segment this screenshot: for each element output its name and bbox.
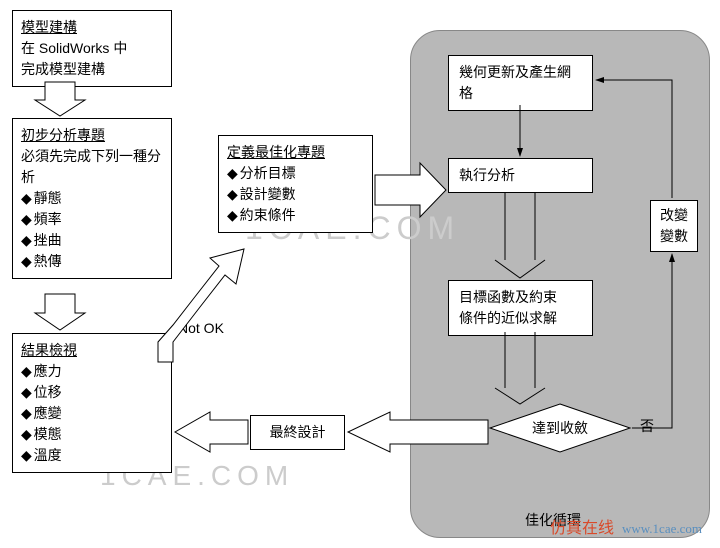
node-geometry-update: 幾何更新及產生網格	[448, 55, 593, 111]
footer-text: 仿真在线	[550, 520, 614, 537]
node-final-design: 最終設計	[250, 415, 345, 450]
node-define-b1: 分析目標	[227, 163, 364, 184]
node-define-b3: 約束條件	[227, 205, 364, 226]
label-no: 否	[640, 416, 654, 436]
node-objective: 目標函數及約束 條件的近似求解	[448, 280, 593, 336]
node-initial-title: 初步分析專題	[21, 125, 163, 146]
node-objective-l1: 目標函數及約束	[459, 287, 582, 308]
node-results-b2: 位移	[21, 382, 163, 403]
label-ok: OK	[180, 424, 200, 440]
node-results-b4: 模態	[21, 424, 163, 445]
node-run-analysis: 執行分析	[448, 158, 593, 193]
node-model-title: 模型建構	[21, 17, 163, 38]
arrow-model-to-initial	[35, 82, 85, 116]
node-initial-b1: 靜態	[21, 188, 163, 209]
node-define-title: 定義最佳化專題	[227, 142, 364, 163]
node-objective-l2: 條件的近似求解	[459, 308, 582, 329]
node-results-b3: 應變	[21, 403, 163, 424]
node-define-optimization: 定義最佳化專題 分析目標 設計變數 約束條件	[218, 135, 373, 233]
node-initial-pre: 必須先完成下列一種分析	[21, 146, 163, 188]
node-results: 結果檢視 應力 位移 應變 模態 溫度	[12, 333, 172, 473]
node-results-b5: 溫度	[21, 445, 163, 466]
footer-branding: 仿真在线 www.1cae.com	[550, 514, 702, 538]
node-define-b2: 設計變數	[227, 184, 364, 205]
node-model-build: 模型建構 在 SolidWorks 中 完成模型建構	[12, 10, 172, 87]
node-results-title: 結果檢視	[21, 340, 163, 361]
footer-link[interactable]: www.1cae.com	[622, 521, 702, 536]
node-model-line1: 在 SolidWorks 中	[21, 38, 163, 59]
node-change-label: 改變變數	[657, 205, 691, 247]
label-not-ok: Not OK	[178, 320, 224, 336]
node-initial-b2: 頻率	[21, 209, 163, 230]
node-initial-b4: 熱傳	[21, 251, 163, 272]
node-change-vars: 改變變數	[650, 200, 698, 252]
node-model-line2: 完成模型建構	[21, 59, 163, 80]
node-initial-b3: 挫曲	[21, 230, 163, 251]
node-results-b1: 應力	[21, 361, 163, 382]
node-initial-analysis: 初步分析專題 必須先完成下列一種分析 靜態 頻率 挫曲 熱傳	[12, 118, 172, 279]
label-yes: 是	[455, 420, 469, 440]
arrow-initial-to-results	[35, 294, 85, 330]
